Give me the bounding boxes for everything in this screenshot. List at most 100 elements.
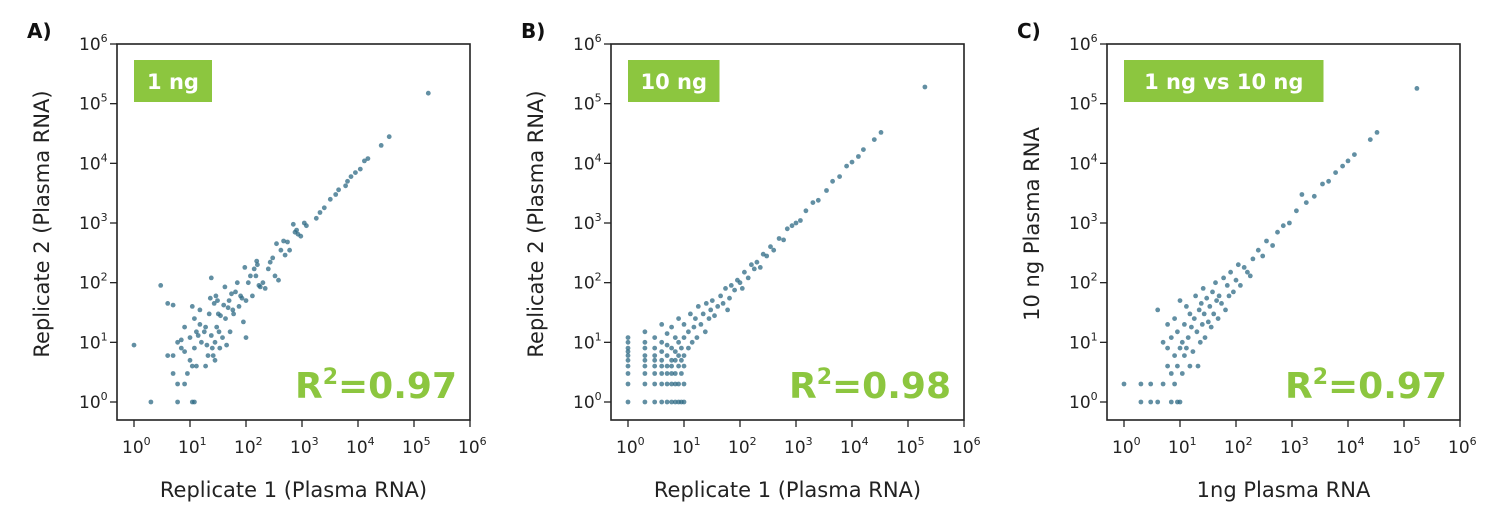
x-tick-exponent: 0 <box>638 435 645 448</box>
x-tick-label: 106 <box>1448 435 1477 458</box>
data-point <box>170 302 176 308</box>
x-tick-base: 10 <box>346 438 368 458</box>
data-point <box>1241 265 1247 270</box>
data-point <box>203 324 209 330</box>
data-point <box>642 399 648 405</box>
data-point <box>265 266 271 272</box>
data-point <box>212 339 218 345</box>
data-point <box>703 301 709 306</box>
data-point <box>185 371 190 376</box>
data-point <box>754 259 760 265</box>
data-point <box>1275 229 1280 235</box>
data-point <box>871 137 877 143</box>
data-point <box>1182 322 1187 327</box>
data-point <box>204 342 210 348</box>
data-point <box>1367 137 1373 143</box>
data-point <box>182 349 188 354</box>
data-point <box>336 187 341 193</box>
x-tick-base: 10 <box>952 438 974 458</box>
data-point <box>1345 158 1351 164</box>
y-tick-base: 10 <box>1069 35 1091 55</box>
x-tick-exponent: 1 <box>1190 435 1197 448</box>
y-tick-base: 10 <box>79 333 101 353</box>
data-point <box>672 381 678 387</box>
data-point <box>625 381 631 387</box>
x-tick-label: 104 <box>1336 435 1365 458</box>
data-point <box>1260 253 1266 259</box>
x-tick-exponent: 2 <box>750 435 757 448</box>
data-point <box>642 357 648 363</box>
data-point <box>686 345 691 351</box>
data-point <box>1303 200 1309 206</box>
y-tick-label: 103 <box>573 211 602 234</box>
data-point <box>642 371 648 376</box>
y-tick-label: 105 <box>573 92 602 115</box>
y-tick-exponent: 4 <box>595 151 602 164</box>
data-point <box>1238 283 1243 288</box>
data-point <box>274 241 279 247</box>
r-squared-annotation: R2=0.98 <box>789 365 951 407</box>
data-point <box>1168 399 1174 405</box>
data-point <box>676 363 681 369</box>
data-point <box>276 277 281 283</box>
data-point <box>285 239 290 245</box>
data-point <box>201 329 207 335</box>
data-point <box>642 339 648 345</box>
y-tick-base: 10 <box>573 214 595 234</box>
x-tick-exponent: 1 <box>694 435 701 448</box>
x-tick-exponent: 3 <box>806 435 813 448</box>
y-tick-base: 10 <box>1069 154 1091 174</box>
data-point <box>1333 170 1338 176</box>
data-points <box>1121 86 1420 405</box>
data-point <box>1165 345 1170 351</box>
data-point <box>1216 293 1222 299</box>
y-tick-base: 10 <box>1069 214 1091 234</box>
data-point <box>1168 335 1174 340</box>
y-tick-exponent: 5 <box>1091 92 1098 105</box>
data-point <box>672 357 678 363</box>
data-point <box>1226 293 1232 299</box>
data-point <box>625 363 631 369</box>
x-tick-label: 105 <box>402 435 431 458</box>
data-point <box>659 322 665 327</box>
y-tick-exponent: 6 <box>101 32 108 45</box>
data-point <box>187 335 193 340</box>
data-point <box>294 227 299 233</box>
data-point <box>1185 335 1191 340</box>
data-point <box>695 304 701 309</box>
x-tick-label: 101 <box>1168 435 1197 458</box>
x-tick-exponent: 1 <box>200 435 207 448</box>
data-point <box>192 316 197 321</box>
data-point <box>257 284 263 290</box>
data-point <box>732 287 737 293</box>
y-axis-title: Replicate 2 (Plasma RNA) <box>524 90 548 357</box>
data-point <box>676 381 681 387</box>
data-point <box>739 286 745 291</box>
data-point <box>672 371 678 376</box>
data-point <box>659 357 665 363</box>
panel-a: A)10010010110110210210310310410410510510… <box>27 19 487 502</box>
data-point <box>642 345 648 351</box>
y-tick-label: 101 <box>79 330 108 353</box>
data-point <box>1219 301 1224 306</box>
data-point <box>793 220 799 226</box>
r2-superscript: 2 <box>323 365 338 390</box>
x-tick-exponent: 3 <box>1302 435 1309 448</box>
data-point <box>1210 289 1215 295</box>
data-point <box>676 316 681 321</box>
y-tick-exponent: 1 <box>101 330 108 343</box>
data-point <box>197 307 203 313</box>
r2-value: =0.97 <box>1328 366 1447 407</box>
data-point <box>664 331 670 336</box>
data-point <box>712 313 717 319</box>
data-point <box>1202 335 1208 340</box>
data-point <box>343 183 348 189</box>
data-point <box>208 333 214 338</box>
data-point <box>1224 283 1230 288</box>
data-point <box>178 345 184 351</box>
x-tick-exponent: 5 <box>918 435 925 448</box>
data-points <box>131 90 431 405</box>
data-point <box>686 329 691 335</box>
data-point <box>1214 298 1219 303</box>
x-tick-exponent: 2 <box>256 435 263 448</box>
